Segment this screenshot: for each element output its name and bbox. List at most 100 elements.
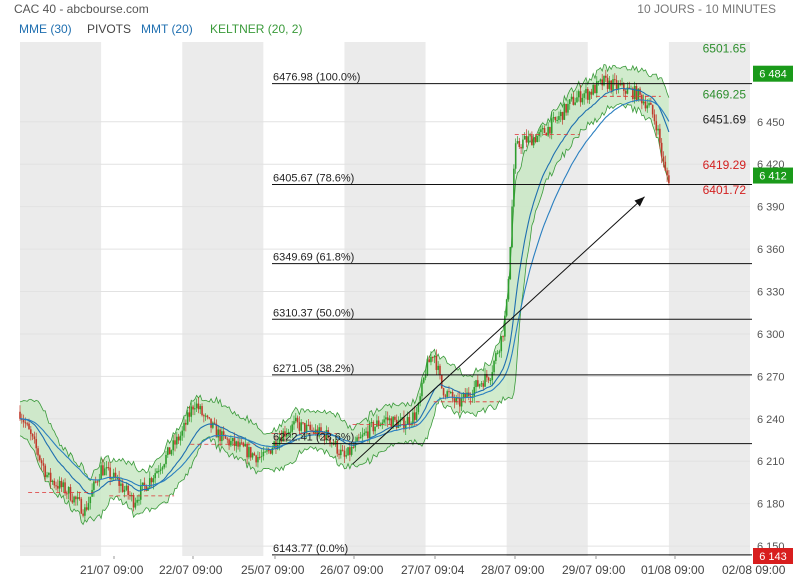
candle-body: [349, 447, 351, 455]
candle-body: [624, 90, 627, 94]
price-tag-label: 6 143: [759, 551, 787, 563]
candle-body: [105, 467, 108, 469]
candle-body: [253, 453, 256, 456]
candle-body: [62, 482, 65, 488]
x-tick-label: 25/07 09:00: [241, 563, 305, 577]
candle-body: [626, 87, 629, 94]
candle-body: [615, 80, 618, 89]
candle-body: [363, 432, 366, 435]
candle-body: [201, 406, 203, 416]
candle-body: [165, 454, 167, 465]
candle-body: [623, 83, 625, 91]
candle-body: [152, 478, 155, 483]
candle-body: [525, 135, 528, 143]
candle-body: [100, 465, 102, 480]
candle-body: [231, 438, 234, 442]
candle-body: [269, 450, 272, 454]
candle-body: [590, 91, 593, 95]
candle-body: [341, 449, 344, 451]
candle-body: [177, 436, 180, 441]
candle-body: [583, 93, 585, 98]
candle-body: [379, 424, 382, 426]
y-tick-label: 6 180: [757, 499, 785, 511]
candle-body: [435, 355, 438, 370]
x-tick-label: 26/07 09:00: [320, 563, 384, 577]
candle-body: [120, 483, 122, 486]
candle-body: [37, 448, 39, 456]
candle-body: [601, 79, 603, 86]
candle-body: [567, 103, 569, 113]
candle-body: [40, 460, 43, 464]
candle-body: [246, 444, 248, 458]
candle-body: [206, 415, 209, 418]
candle-body: [336, 441, 339, 454]
x-tick-label: 28/07 09:00: [481, 563, 545, 577]
candle-body: [359, 436, 362, 439]
candle-body: [174, 440, 176, 445]
price-tag-bg: [753, 548, 793, 564]
candle-body: [235, 441, 238, 447]
fib-label: 6271.05 (38.2%): [273, 363, 354, 375]
period-label: 10 JOURS - 10 MINUTES: [637, 2, 776, 16]
mmt-line: [19, 99, 670, 487]
candle-body: [55, 485, 57, 487]
candle-body: [280, 437, 283, 442]
price-label: 6401.72: [703, 183, 747, 197]
candle-body: [556, 119, 558, 121]
candle-body: [172, 440, 175, 451]
candle-body: [76, 497, 79, 500]
candle-body: [138, 499, 140, 501]
candle-body: [648, 102, 650, 106]
candle-body: [19, 411, 21, 419]
moving-averages: [19, 87, 670, 495]
candle-body: [233, 438, 236, 447]
candle-body: [167, 447, 169, 455]
candle-body: [388, 418, 391, 421]
keltner-channel: [19, 63, 670, 526]
trend-arrowhead: [634, 196, 645, 207]
candle-body: [653, 114, 656, 122]
candle-body: [303, 422, 306, 433]
candle-body: [311, 429, 313, 431]
candle-body: [103, 468, 106, 476]
candle-body: [114, 472, 117, 478]
candle-body: [457, 397, 459, 399]
candle-body: [531, 135, 533, 146]
y-tick-label: 6 360: [757, 244, 785, 256]
candle-body: [132, 495, 135, 508]
candle-body: [480, 383, 483, 385]
candle-body: [320, 427, 322, 433]
price-label: 6469.25: [703, 88, 747, 102]
x-tick-label: 21/07 09:00: [80, 563, 144, 577]
candle-body: [39, 455, 41, 461]
y-tick-label: 6 390: [757, 202, 785, 214]
keltner-lower: [19, 103, 670, 526]
candle-body: [251, 453, 254, 458]
candle-body: [565, 103, 567, 113]
candle-body: [449, 391, 452, 393]
candle-body: [442, 388, 445, 396]
candle-body: [53, 480, 56, 486]
candle-body: [329, 437, 331, 444]
candle-body: [617, 84, 620, 89]
legend-mmt[interactable]: MMT (20): [141, 22, 193, 36]
legend-pivots[interactable]: PIVOTS: [87, 22, 131, 36]
candle-body: [377, 420, 380, 426]
candle-body: [540, 129, 542, 133]
candle-body: [592, 84, 594, 95]
legend-mme[interactable]: MME (30): [19, 22, 72, 36]
candle-body: [581, 97, 584, 103]
legend-keltner[interactable]: KELTNER (20, 2): [210, 22, 302, 36]
candle-body: [520, 146, 522, 149]
candle-body: [157, 470, 160, 472]
candle-body: [262, 451, 265, 457]
candle-body: [102, 465, 104, 476]
candle-body: [217, 429, 220, 438]
candle-body: [527, 136, 530, 143]
candle-body: [408, 417, 411, 425]
y-tick-label: 6 210: [757, 456, 785, 468]
candle-body: [213, 422, 216, 424]
candle-body: [516, 141, 519, 144]
candle-body: [518, 141, 521, 147]
x-axis: 21/07 09:00 22/07 09:00 25/07 09:00 26/07 0…: [80, 556, 786, 577]
